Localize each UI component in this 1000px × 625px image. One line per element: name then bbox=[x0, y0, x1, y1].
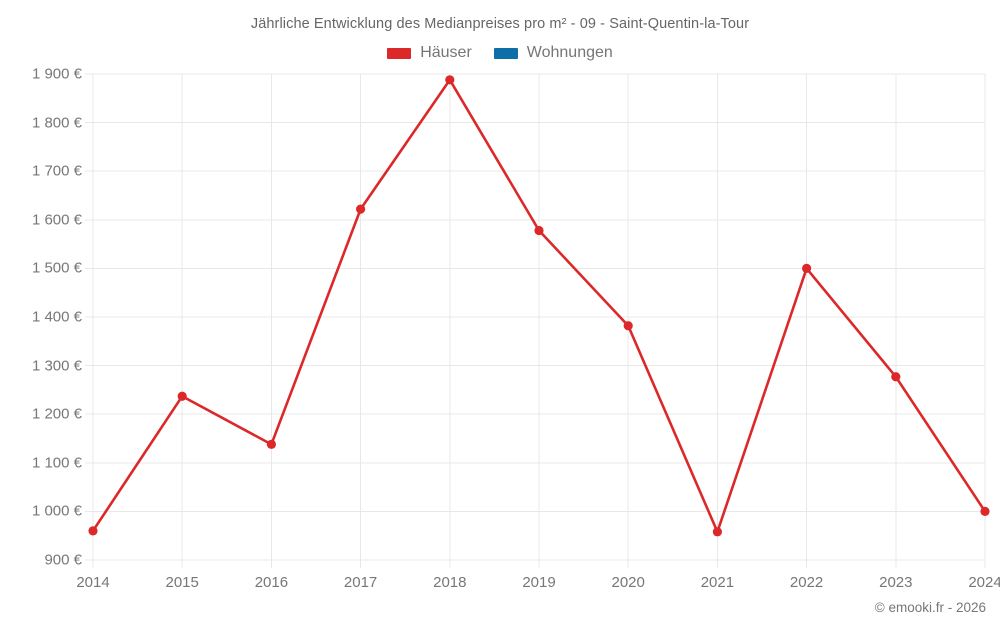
credit-text: © emooki.fr - 2026 bbox=[874, 600, 986, 615]
x-axis-tick-label: 2015 bbox=[165, 574, 199, 591]
chart-title: Jährliche Entwicklung des Medianpreises … bbox=[250, 16, 750, 32]
data-point[interactable] bbox=[802, 263, 812, 273]
grid-lines bbox=[85, 73, 986, 568]
x-axis-tick-label: 2023 bbox=[879, 574, 913, 591]
legend-item-hauser[interactable]: Häuser bbox=[387, 44, 472, 62]
x-axis-tick-label: 2018 bbox=[433, 574, 467, 591]
x-axis-tick-label: 2014 bbox=[76, 574, 110, 591]
y-axis-tick-label: 1 300 € bbox=[31, 357, 82, 375]
y-axis-tick-label: 1 500 € bbox=[31, 259, 82, 277]
y-axis-tick-label: 1 200 € bbox=[31, 405, 82, 423]
legend-label-wohnungen: Wohnungen bbox=[526, 44, 613, 61]
data-point[interactable] bbox=[266, 439, 276, 449]
x-axis-tick-label: 2021 bbox=[700, 574, 735, 591]
chart-legend: Häuser Wohnungen bbox=[0, 44, 1000, 62]
data-point[interactable] bbox=[445, 75, 455, 85]
y-axis-tick-label: 1 800 € bbox=[31, 114, 82, 132]
legend-item-wohnungen[interactable]: Wohnungen bbox=[493, 44, 613, 62]
y-axis-tick-label: 1 000 € bbox=[31, 502, 82, 520]
data-point[interactable] bbox=[623, 321, 633, 331]
legend-label-hauser: Häuser bbox=[420, 44, 472, 61]
x-axis-tick-label: 2017 bbox=[343, 574, 378, 591]
data-point[interactable] bbox=[177, 391, 187, 401]
data-point[interactable] bbox=[356, 204, 366, 214]
y-axis-tick-label: 1 400 € bbox=[31, 308, 82, 326]
data-point[interactable] bbox=[88, 526, 98, 536]
y-axis-tick-label: 1 700 € bbox=[31, 162, 82, 180]
y-axis-tick-label: 1 100 € bbox=[31, 454, 82, 472]
legend-swatch-hauser bbox=[387, 47, 412, 59]
x-axis-tick-label: 2019 bbox=[522, 574, 556, 591]
x-axis-tick-label: 2022 bbox=[789, 574, 824, 591]
y-axis-tick-label: 1 900 € bbox=[31, 65, 82, 83]
series-points bbox=[88, 75, 990, 537]
data-point[interactable] bbox=[534, 225, 544, 236]
x-axis-tick-label: 2024 bbox=[968, 574, 1000, 591]
legend-swatch-wohnungen bbox=[493, 47, 518, 59]
data-point[interactable] bbox=[712, 527, 723, 537]
data-point[interactable] bbox=[980, 506, 990, 516]
data-point[interactable] bbox=[891, 372, 901, 382]
x-axis-tick-label: 2016 bbox=[254, 574, 289, 591]
y-axis-tick-label: 900 € bbox=[44, 551, 82, 569]
y-axis-tick-label: 1 600 € bbox=[31, 211, 82, 229]
x-axis-tick-label: 2020 bbox=[611, 574, 645, 591]
